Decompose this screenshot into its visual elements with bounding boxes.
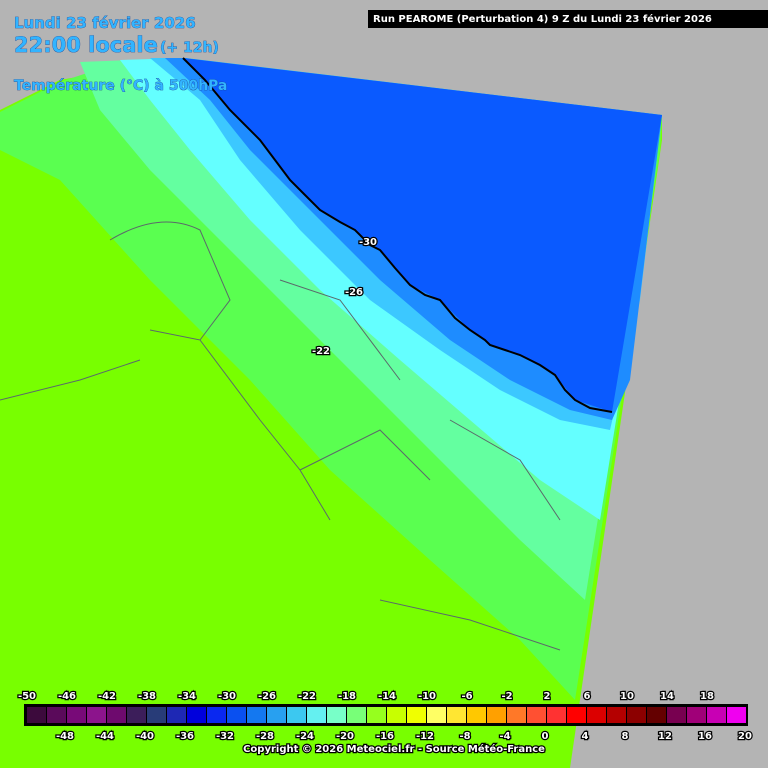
legend-swatch xyxy=(667,707,686,723)
legend-swatch xyxy=(447,707,466,723)
legend-label: -20 xyxy=(336,731,354,742)
legend-label: -48 xyxy=(56,731,74,742)
legend-swatch xyxy=(347,707,366,723)
legend-label: 18 xyxy=(700,691,714,702)
run-info: Run PEAROME (Perturbation 4) 9 Z du Lund… xyxy=(373,13,712,25)
legend-swatch xyxy=(147,707,166,723)
legend-swatch xyxy=(527,707,546,723)
legend-swatch xyxy=(167,707,186,723)
legend-swatch xyxy=(727,707,746,723)
legend-label: 10 xyxy=(620,691,634,702)
legend-label: 4 xyxy=(582,731,589,742)
date: Lundi 23 février 2026 xyxy=(14,14,196,32)
legend-swatch xyxy=(247,707,266,723)
legend-label: -18 xyxy=(338,691,356,702)
legend-swatch xyxy=(487,707,506,723)
legend-label: -38 xyxy=(138,691,156,702)
legend-swatch xyxy=(687,707,706,723)
legend-label: -34 xyxy=(178,691,196,702)
legend-label: -42 xyxy=(98,691,116,702)
legend-swatch xyxy=(127,707,146,723)
legend-label: -24 xyxy=(296,731,314,742)
legend-label: -4 xyxy=(499,731,510,742)
legend-swatch xyxy=(607,707,626,723)
run-box xyxy=(368,10,768,28)
legend-label: -12 xyxy=(416,731,434,742)
contour-label: -22 xyxy=(312,346,330,357)
legend-swatch xyxy=(627,707,646,723)
copyright: Copyright © 2026 Meteociel.fr - Source M… xyxy=(243,743,545,755)
legend-label: -40 xyxy=(136,731,154,742)
legend-label: -32 xyxy=(216,731,234,742)
legend-label: -36 xyxy=(176,731,194,742)
legend-label: 6 xyxy=(584,691,591,702)
legend-label: 12 xyxy=(658,731,672,742)
legend-swatch xyxy=(567,707,586,723)
legend-swatch xyxy=(267,707,286,723)
legend-swatch xyxy=(387,707,406,723)
country-borders xyxy=(0,221,561,651)
legend-label: -26 xyxy=(258,691,276,702)
legend-label: 8 xyxy=(622,731,629,742)
legend-label: -16 xyxy=(376,731,394,742)
legend-swatch xyxy=(307,707,326,723)
legend-label: 16 xyxy=(698,731,712,742)
time: 22:00 locale xyxy=(14,33,158,57)
legend-swatch xyxy=(647,707,666,723)
legend-swatch xyxy=(547,707,566,723)
field-name: Température (°C) à 500hPa xyxy=(14,78,227,94)
legend-label: -8 xyxy=(459,731,470,742)
legend-swatch xyxy=(187,707,206,723)
legend-label: -10 xyxy=(418,691,436,702)
contour-line xyxy=(182,57,613,413)
legend-swatch xyxy=(67,707,86,723)
legend-label: -6 xyxy=(461,691,472,702)
legend-swatch xyxy=(207,707,226,723)
legend-swatch xyxy=(227,707,246,723)
legend-label: 2 xyxy=(544,691,551,702)
legend-label: -46 xyxy=(58,691,76,702)
legend-label: -44 xyxy=(96,731,114,742)
lead-time: (+ 12h) xyxy=(160,40,219,56)
legend-label: -22 xyxy=(298,691,316,702)
legend-swatch xyxy=(47,707,66,723)
legend-swatch xyxy=(287,707,306,723)
legend-label: -50 xyxy=(18,691,36,702)
contour-label: -30 xyxy=(359,237,377,248)
legend-swatch xyxy=(427,707,446,723)
legend-swatch xyxy=(27,707,46,723)
legend-label: 20 xyxy=(738,731,752,742)
legend-swatch xyxy=(107,707,126,723)
legend-swatch xyxy=(407,707,426,723)
legend-swatch xyxy=(707,707,726,723)
legend-swatch xyxy=(507,707,526,723)
legend-swatch xyxy=(327,707,346,723)
legend-swatch xyxy=(587,707,606,723)
legend-label: -28 xyxy=(256,731,274,742)
legend-swatch xyxy=(367,707,386,723)
legend-label: 0 xyxy=(542,731,549,742)
legend-label: -2 xyxy=(501,691,512,702)
legend-label: -14 xyxy=(378,691,396,702)
legend-label: 14 xyxy=(660,691,674,702)
contour-label: -26 xyxy=(345,287,363,298)
deep-blue-zone xyxy=(183,58,662,412)
legend-swatch xyxy=(87,707,106,723)
legend-label: -30 xyxy=(218,691,236,702)
legend: -50-48-46-44-42-40-38-36-34-32-30-28-26-… xyxy=(17,690,754,744)
legend-swatch xyxy=(467,707,486,723)
